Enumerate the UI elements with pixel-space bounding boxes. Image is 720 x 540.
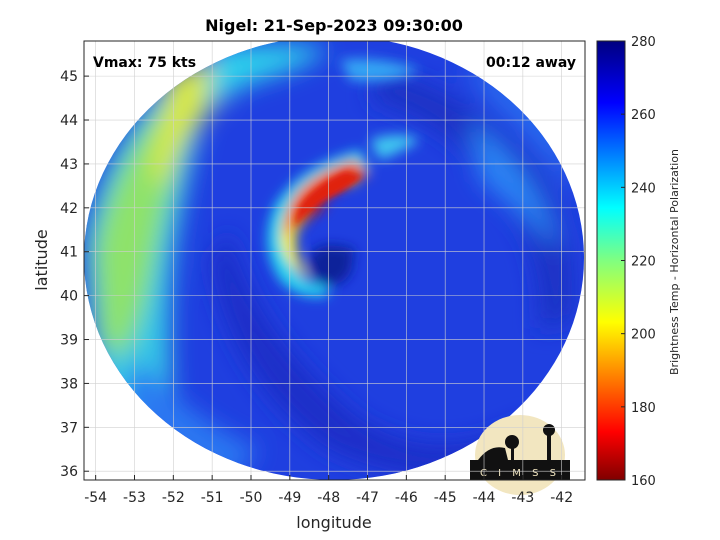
time-offset-annotation: 00:12 away bbox=[486, 55, 576, 71]
y-tick-label: 43 bbox=[60, 157, 78, 173]
x-tick-label: -49 bbox=[278, 490, 301, 506]
x-axis-label: longitude bbox=[296, 513, 371, 532]
x-tick-label: -47 bbox=[356, 490, 379, 506]
x-tick-label: -51 bbox=[201, 490, 224, 506]
y-tick-label: 39 bbox=[60, 333, 78, 349]
y-tick-label: 36 bbox=[60, 464, 78, 480]
x-tick-label: -50 bbox=[240, 490, 263, 506]
y-tick-label: 45 bbox=[60, 69, 78, 85]
x-tick-label: -48 bbox=[317, 490, 340, 506]
colorbar: 160 180 200 220 240 260 280 Brightness Temp - … bbox=[596, 35, 681, 489]
y-tick-label: 41 bbox=[60, 245, 78, 261]
cimss-logo: C I M S S bbox=[470, 415, 570, 495]
y-tick-label: 38 bbox=[60, 376, 78, 392]
x-tick-label: -45 bbox=[434, 490, 457, 506]
chart-title: Nigel: 21-Sep-2023 09:30:00 bbox=[205, 16, 463, 35]
vmax-annotation: Vmax: 75 kts bbox=[93, 55, 196, 71]
y-tick-label: 37 bbox=[60, 420, 78, 436]
y-tick-label: 40 bbox=[60, 289, 78, 305]
colorbar-scale bbox=[596, 40, 626, 481]
brightness-temperature-swath bbox=[84, 41, 584, 480]
colorbar-tick-label: 160 bbox=[631, 474, 656, 489]
colorbar-tick-label: 220 bbox=[631, 255, 656, 270]
x-tick-label: -53 bbox=[123, 490, 146, 506]
colorbar-tick-label: 260 bbox=[631, 108, 656, 123]
x-tick-label: -46 bbox=[395, 490, 418, 506]
colorbar-tick-label: 280 bbox=[631, 35, 656, 50]
colorbar-tick-label: 240 bbox=[631, 181, 656, 196]
colorbar-tick-label: 200 bbox=[631, 328, 656, 343]
colorbar-label: Brightness Temp - Horizontal Polarizatio… bbox=[668, 149, 681, 375]
x-tick-label: -43 bbox=[511, 490, 534, 506]
x-tick-label: -54 bbox=[84, 490, 107, 506]
y-tick-label: 44 bbox=[60, 113, 78, 129]
y-tick-label: 42 bbox=[60, 201, 78, 217]
axes-box bbox=[83, 40, 586, 481]
y-axis-label: latitude bbox=[32, 229, 51, 290]
x-tick-label: -44 bbox=[473, 490, 496, 506]
x-tick-label: -52 bbox=[162, 490, 185, 506]
colorbar-tick-label: 180 bbox=[631, 401, 656, 416]
logo-text: C I M S S bbox=[480, 468, 560, 479]
x-tick-label: -42 bbox=[550, 490, 573, 506]
